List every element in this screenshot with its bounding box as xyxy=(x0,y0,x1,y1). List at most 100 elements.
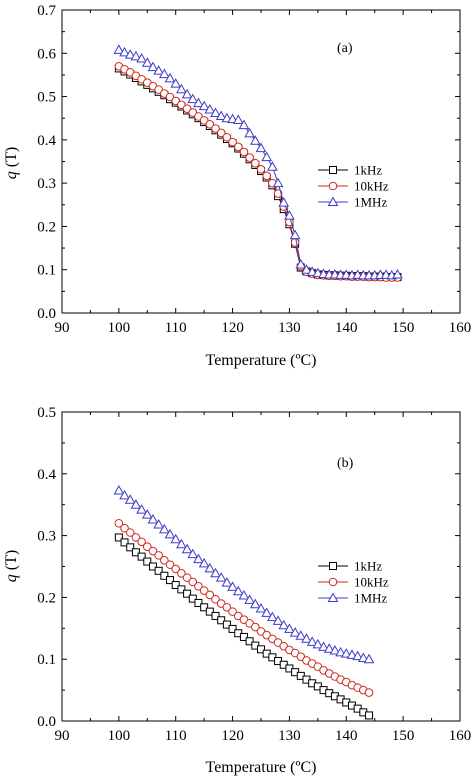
data-point xyxy=(119,489,130,500)
series-1MHz xyxy=(113,484,375,664)
chart-panel-b: 90 100 110 120 130 140 150 160 0.0 0.1 0.2 0.3 0.4 0.… xyxy=(3,405,471,776)
legend-marker xyxy=(328,181,338,191)
data-point xyxy=(306,266,318,276)
data-point xyxy=(357,652,369,662)
data-point xyxy=(239,147,249,157)
data-point xyxy=(130,499,142,509)
data-point xyxy=(295,630,307,640)
data-point xyxy=(255,603,267,613)
legend-label: 1kHz xyxy=(354,559,382,574)
y-tick-label: 0.3 xyxy=(37,529,56,545)
data-point xyxy=(364,688,374,697)
legend-label: 10kHz xyxy=(354,575,389,590)
data-point xyxy=(205,590,215,600)
data-point xyxy=(318,641,329,651)
data-point xyxy=(211,611,220,620)
legend-marker xyxy=(328,577,338,587)
x-tick-label: 120 xyxy=(221,320,244,336)
data-point xyxy=(182,573,192,582)
data-point xyxy=(232,585,244,596)
data-point xyxy=(187,93,199,104)
data-point xyxy=(170,78,182,88)
data-point xyxy=(119,46,130,57)
data-point xyxy=(278,619,290,630)
data-point xyxy=(181,543,193,554)
x-tick-label: 100 xyxy=(108,728,131,744)
data-point xyxy=(267,611,278,622)
data-point xyxy=(188,577,198,587)
data-point xyxy=(194,598,203,607)
data-point xyxy=(113,484,125,495)
data-point xyxy=(284,210,295,220)
x-tick-label: 130 xyxy=(278,728,301,744)
y-tick-label: 0.5 xyxy=(37,90,56,106)
data-point xyxy=(238,590,250,600)
data-point xyxy=(131,548,140,557)
data-point xyxy=(239,632,248,641)
legend-marker xyxy=(327,196,339,206)
data-point xyxy=(164,72,176,83)
data-point xyxy=(198,100,210,111)
x-tick-label: 160 xyxy=(449,320,472,336)
data-point xyxy=(166,576,175,585)
data-point xyxy=(227,581,238,591)
x-tick-label: 110 xyxy=(165,728,187,744)
data-point xyxy=(256,164,266,174)
data-point xyxy=(210,567,221,578)
data-point xyxy=(340,648,352,658)
data-point xyxy=(137,552,146,561)
y-axis-unit: (T) xyxy=(3,550,20,574)
data-point xyxy=(154,566,163,575)
data-point xyxy=(187,548,199,559)
data-point xyxy=(193,553,204,564)
data-point xyxy=(217,616,226,625)
data-point xyxy=(249,598,261,609)
y-tick-label: 0.6 xyxy=(37,46,56,62)
data-point xyxy=(222,132,232,142)
data-point xyxy=(158,523,170,534)
data-point xyxy=(352,650,364,661)
data-point xyxy=(301,633,312,643)
y-tick-label: 0.4 xyxy=(37,133,56,149)
data-point xyxy=(210,107,221,118)
y-axis-unit: (T) xyxy=(3,147,20,171)
data-point xyxy=(200,603,209,612)
series-1MHz xyxy=(113,44,403,280)
data-point xyxy=(204,562,216,573)
x-axis-title: Temperature (ºC) xyxy=(206,352,317,369)
data-point xyxy=(113,44,125,54)
y-tick-label: 0.2 xyxy=(37,590,56,606)
data-point xyxy=(261,607,273,617)
data-point xyxy=(228,607,237,616)
data-point xyxy=(257,645,265,654)
data-point xyxy=(228,137,237,147)
data-point xyxy=(124,49,136,59)
data-point xyxy=(392,268,403,279)
data-point xyxy=(171,581,180,590)
data-point xyxy=(222,602,232,612)
data-point xyxy=(114,533,123,542)
x-tick-label: 120 xyxy=(221,728,244,744)
data-point xyxy=(181,88,193,99)
panel-label: (a) xyxy=(337,41,353,56)
y-tick-label: 0.0 xyxy=(37,306,56,322)
chart-panel-a: 90 100 110 120 130 140 150 160 0.0 0.1 0.2 0.3 0.4 0.… xyxy=(3,3,471,369)
y-axis-variable: q xyxy=(3,574,20,582)
legend-label: 10kHz xyxy=(354,179,389,194)
data-point xyxy=(143,557,152,566)
data-point xyxy=(153,65,165,75)
data-point xyxy=(114,518,124,528)
data-point xyxy=(164,528,176,539)
data-point xyxy=(148,546,158,556)
data-point xyxy=(205,119,215,129)
data-point xyxy=(125,528,135,537)
data-point xyxy=(261,151,273,162)
data-point xyxy=(222,620,231,629)
y-tick-label: 0.2 xyxy=(37,219,56,235)
data-point xyxy=(153,518,165,529)
y-axis-title: q (T) xyxy=(3,147,20,179)
data-point xyxy=(147,61,159,72)
legend-entry: 1kHz xyxy=(318,559,382,574)
data-point xyxy=(365,711,374,720)
